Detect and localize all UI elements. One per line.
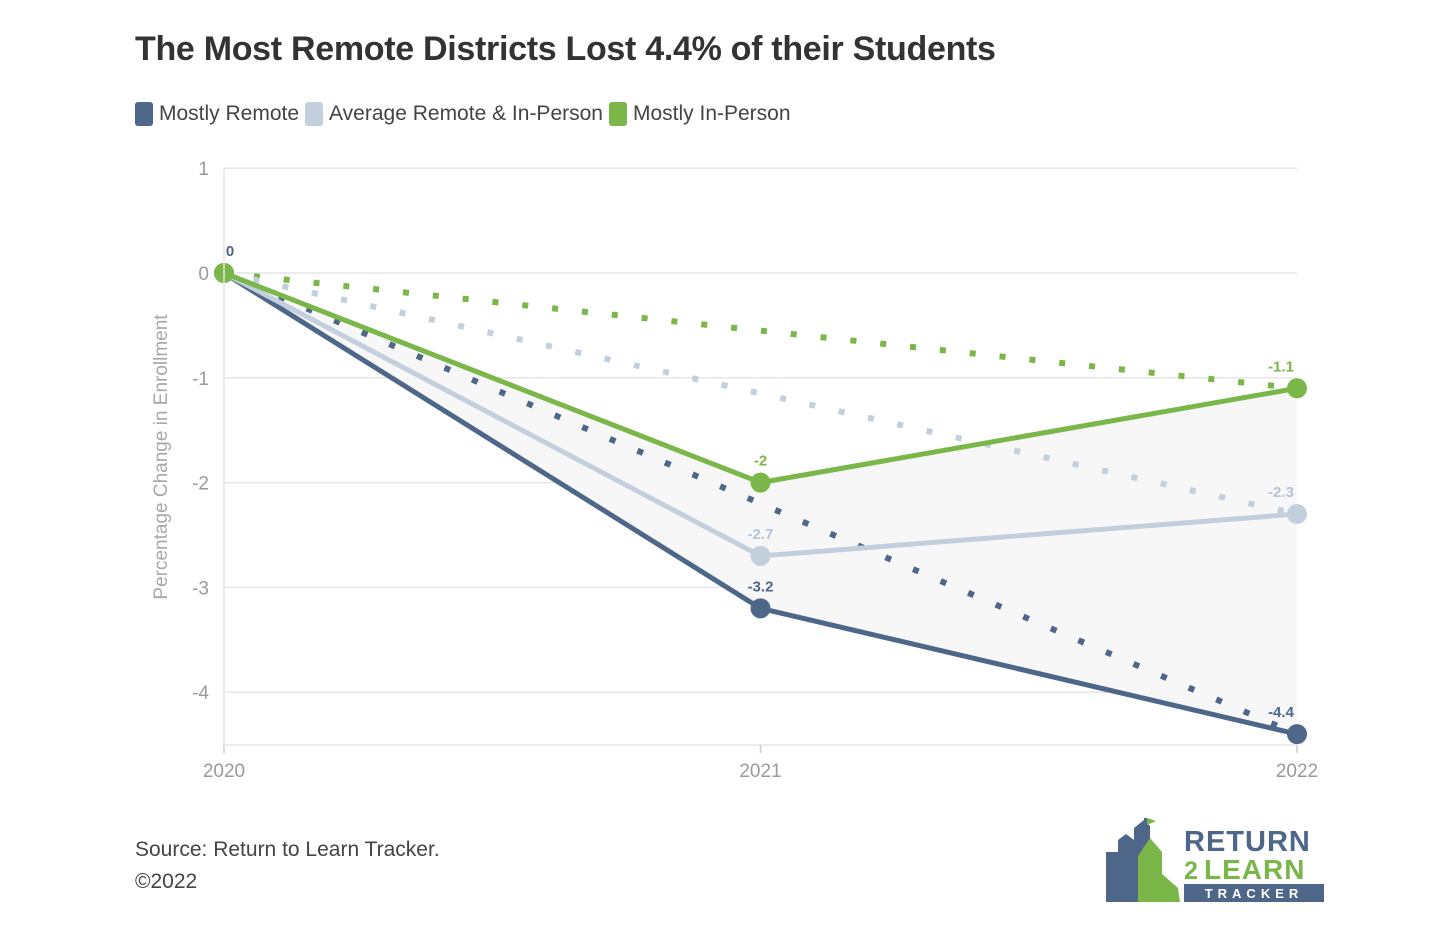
- x-tick-label-2022: 2022: [1276, 761, 1318, 782]
- data-label-mostly_in_person-2022: -1.1: [1268, 358, 1294, 375]
- data-labels: 0 -3.2 -4.4 -2.7 -2.3 -2 -1.1: [226, 243, 1295, 721]
- data-point-mostly_remote-2022: [1287, 724, 1307, 745]
- y-tick-label-0: 0: [198, 264, 209, 285]
- legend-item-mostly-remote[interactable]: Mostly Remote: [135, 102, 299, 126]
- trend-line-average: [223, 270, 1298, 517]
- data-point-mostly_remote-2021: [750, 598, 771, 619]
- y-tick-label-1: 1: [198, 159, 209, 180]
- legend-swatch-mostly-in-person: [608, 102, 627, 126]
- data-label-mostly_remote-2021: -3.2: [748, 578, 774, 595]
- legend: Mostly Remote Average Remote & In-Person…: [135, 102, 797, 126]
- legend-swatch-mostly-remote: [135, 102, 153, 126]
- x-tick-label-2021: 2021: [739, 761, 781, 782]
- y-axis-label: Percentage Change in Enrollment: [151, 314, 172, 600]
- trend-lines: [222, 270, 1299, 737]
- copyright-text: ©2022: [135, 870, 198, 893]
- legend-item-mostly-in-person[interactable]: Mostly In-Person: [608, 102, 791, 126]
- axes: 1 0 -1 -2 -3 -4 2020 2021 2022: [192, 159, 1318, 782]
- y-tick-label--2: -2: [192, 474, 209, 495]
- return-to-learn-logo: RETURN 2 LEARN TRACKER: [1106, 818, 1324, 902]
- data-point-mostly_in_person-2022: [1287, 378, 1307, 399]
- data-label-mostly_remote-2022: -4.4: [1268, 704, 1295, 721]
- legend-item-average[interactable]: Average Remote & In-Person: [305, 102, 603, 126]
- data-label-average-2021: -2.7: [748, 526, 774, 543]
- source-note: Source: Return to Learn Tracker. ©2022: [135, 834, 440, 898]
- y-tick-label--4: -4: [192, 683, 209, 704]
- logo-line-return: RETURN: [1184, 826, 1311, 858]
- y-tick-label--3: -3: [192, 578, 209, 599]
- school-building-icon: [1106, 818, 1180, 902]
- data-label-mostly_remote-2020: 0: [226, 243, 234, 260]
- logo-line-tracker: TRACKER: [1205, 886, 1304, 901]
- legend-label-mostly-remote: Mostly Remote: [159, 102, 300, 125]
- legend-label-average: Average Remote & In-Person: [329, 102, 603, 125]
- data-point-average-2021: [750, 545, 771, 566]
- x-tick-label-2020: 2020: [203, 761, 245, 782]
- data-label-average-2022: -2.3: [1268, 484, 1294, 501]
- logo-line-learn: LEARN: [1204, 854, 1305, 885]
- chart-title: The Most Remote Districts Lost 4.4% of t…: [135, 30, 996, 68]
- source-text: Source: Return to Learn Tracker.: [135, 838, 440, 861]
- legend-swatch-average: [305, 102, 324, 126]
- y-tick-label--1: -1: [192, 369, 209, 390]
- legend-label-mostly-in-person: Mostly In-Person: [632, 102, 791, 125]
- logo-tracker-bar: [1184, 884, 1324, 902]
- data-label-mostly_in_person-2021: -2: [754, 453, 767, 470]
- data-point-mostly_in_person-2021: [750, 472, 771, 493]
- data-point-average-2022: [1287, 504, 1307, 525]
- logo-number-2: 2: [1184, 857, 1198, 885]
